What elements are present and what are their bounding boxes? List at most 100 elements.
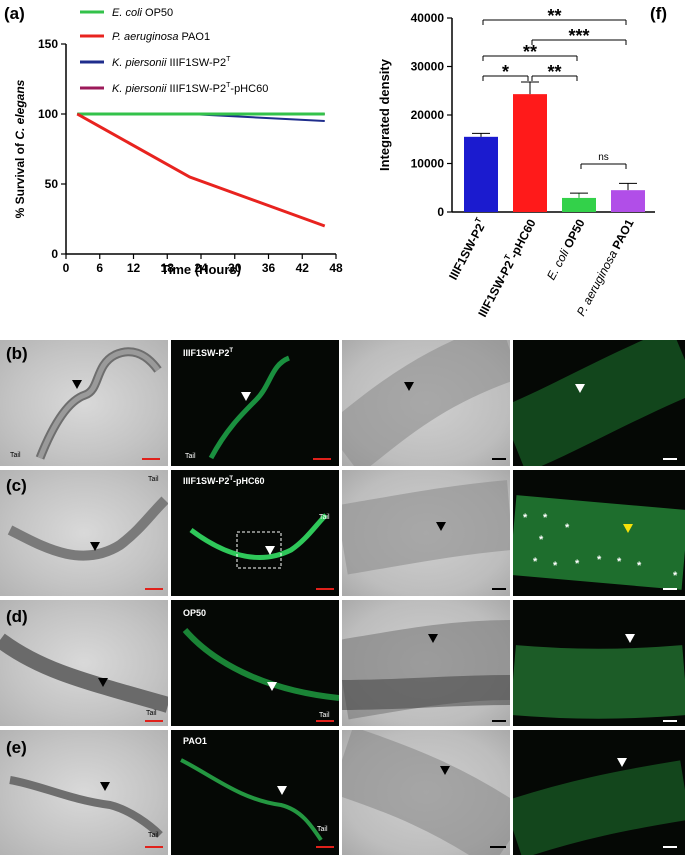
arrowhead-marker	[436, 522, 446, 531]
panel-label-e: (e)	[6, 738, 27, 757]
row-e-fluorescence-whole: PAO1 Tail	[171, 730, 339, 855]
bar-1	[464, 136, 498, 212]
legend-entry: K. piersonii IIIF1SW-P2T-pHC60	[112, 82, 268, 95]
y-axis-label: % Survival of C. elegans	[13, 79, 27, 218]
arrowhead-marker	[428, 634, 438, 643]
arrowhead-marker	[72, 380, 82, 389]
x-tick-label: 30	[228, 261, 242, 275]
arrowhead-marker	[617, 758, 627, 767]
panel-label-b: (b)	[6, 344, 28, 363]
arrowhead-marker	[90, 542, 100, 551]
scale-bar	[145, 588, 163, 590]
star-marker: *	[575, 558, 580, 570]
row-c-fluorescence-whole: IIIF1SW-P2T-pHC60 Tail	[171, 470, 339, 596]
row-b-brightfield-zoom	[342, 340, 510, 466]
integrated-density-bar-chart: 0 10000 20000 30000 40000 Integrated density *…	[377, 6, 655, 319]
panel-label-c: (c)	[6, 476, 27, 495]
tail-label: Tail	[319, 712, 330, 719]
y-axis-label: Integrated density	[377, 58, 392, 171]
scale-bar	[663, 720, 677, 722]
scale-bar	[313, 458, 331, 460]
significance-label: *	[502, 62, 509, 82]
row-d-brightfield-zoom	[342, 600, 510, 726]
series-line-2	[76, 112, 326, 228]
legend-entry: P. aeruginosa PAO1	[112, 31, 210, 43]
scale-bar	[492, 720, 506, 722]
x-tick-label: 24	[194, 261, 208, 275]
row-e-fluorescence-zoom	[513, 730, 685, 855]
y-tick-label: 40000	[411, 11, 445, 25]
arrowhead-marker	[625, 634, 635, 643]
arrowhead-marker	[623, 524, 633, 533]
x-axis-label: Time (Hours)	[161, 262, 241, 277]
star-marker: *	[523, 512, 528, 524]
arrowhead-marker	[277, 786, 287, 795]
row-b-brightfield-whole: Tail	[0, 340, 168, 466]
survival-line-chart: 0 50 100 150 0 6 12 18 24 30 36 42 48 Time (Hours) % S…	[13, 7, 343, 277]
x-tick-label: 6	[96, 261, 103, 275]
scale-bar	[663, 588, 677, 590]
x-tick-label: 48	[329, 261, 343, 275]
scale-bar	[316, 588, 334, 590]
arrowhead-marker	[404, 382, 414, 391]
y-tick-label: 0	[51, 247, 58, 261]
scale-bar	[663, 458, 677, 460]
bar-2	[513, 94, 547, 212]
star-marker: *	[597, 554, 602, 566]
panel-label-a: (a)	[4, 4, 25, 23]
star-marker: *	[533, 556, 538, 568]
tail-label: Tail	[185, 453, 196, 460]
significance-label: **	[523, 42, 537, 62]
significance-label: **	[547, 62, 561, 82]
row-c-fluorescence-zoom: * * * * * * * * * * *	[513, 470, 685, 596]
significance-label: **	[547, 6, 561, 26]
star-marker: *	[565, 522, 570, 534]
y-tick-label: 20000	[411, 108, 445, 122]
y-tick-label: 100	[38, 107, 58, 121]
legend-entry: K. piersonii IIIF1SW-P2T	[112, 56, 231, 69]
y-tick-label: 10000	[411, 157, 445, 171]
arrowhead-marker	[267, 682, 277, 691]
tail-label: Tail	[148, 832, 159, 839]
star-marker: *	[637, 560, 642, 572]
x-tick-label: 42	[296, 261, 310, 275]
category-label: P. aeruginosa PAO1	[574, 217, 637, 319]
category-label: IIIF1SW-P2T	[444, 216, 489, 282]
row-b-fluorescence-whole: IIIF1SW-P2T Tail	[171, 340, 339, 466]
row-e-brightfield-zoom	[342, 730, 510, 855]
bar-3	[562, 197, 596, 212]
row-e-strain-label: PAO1	[183, 736, 207, 746]
star-marker: *	[673, 570, 678, 582]
scale-bar	[663, 846, 677, 848]
row-b-fluorescence-zoom	[513, 340, 685, 466]
star-marker: *	[617, 556, 622, 568]
scale-bar	[492, 458, 506, 460]
scale-bar	[490, 846, 506, 848]
tail-label: Tail	[148, 476, 159, 483]
x-tick-label: 12	[127, 261, 141, 275]
star-marker: *	[543, 512, 548, 524]
tail-label: Tail	[10, 452, 21, 459]
row-d-fluorescence-zoom	[513, 600, 685, 726]
scale-bar	[145, 846, 163, 848]
scale-bar	[492, 588, 506, 590]
row-b-strain-label: IIIF1SW-P2T	[183, 348, 233, 358]
row-e-brightfield-whole: Tail	[0, 730, 168, 855]
x-tick-label: 0	[63, 261, 70, 275]
tail-label: Tail	[317, 826, 328, 833]
star-marker: *	[539, 534, 544, 546]
panel-label-d: (d)	[6, 607, 28, 626]
arrowhead-marker	[265, 546, 275, 555]
scale-bar	[145, 720, 163, 722]
x-tick-label: 36	[262, 261, 276, 275]
arrowhead-marker	[241, 392, 251, 401]
y-tick-label: 0	[437, 205, 444, 219]
x-tick-label: 18	[161, 261, 175, 275]
arrowhead-marker	[100, 782, 110, 791]
star-marker: *	[553, 560, 558, 572]
y-tick-label: 30000	[411, 60, 445, 74]
row-c-brightfield-zoom	[342, 470, 510, 596]
significance-label: ns	[598, 152, 609, 163]
y-tick-label: 50	[45, 177, 59, 191]
row-d-strain-label: OP50	[183, 608, 207, 618]
